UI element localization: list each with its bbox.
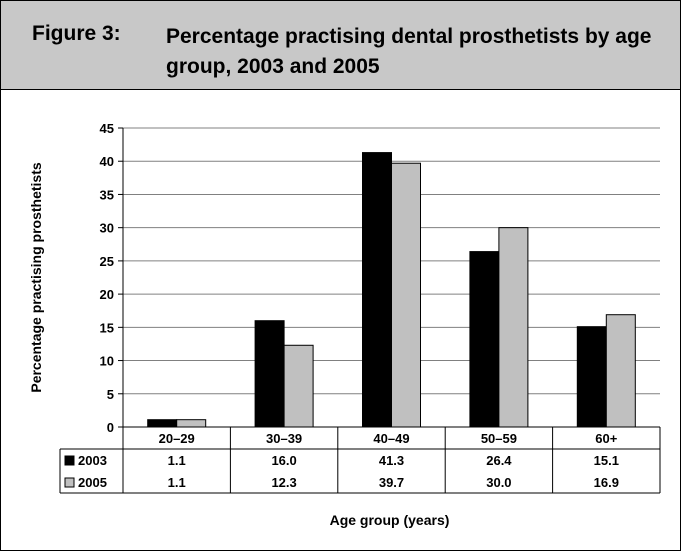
y-tick-label: 40 [100, 154, 114, 169]
bar-2003 [362, 152, 392, 428]
y-tick-label: 10 [100, 354, 114, 369]
table-value: 16.0 [271, 453, 296, 468]
y-tick-label: 20 [100, 287, 114, 302]
legend-label: 2005 [78, 475, 107, 490]
bar-2005 [605, 314, 636, 428]
table-value: 1.1 [168, 453, 186, 468]
x-tick-label: 60+ [595, 431, 617, 446]
y-tick-label: 45 [100, 121, 114, 136]
bar-2003 [469, 251, 500, 428]
y-tick-label: 25 [100, 254, 114, 269]
table-value: 12.3 [271, 475, 296, 490]
bar-2003 [254, 320, 285, 428]
y-tick-label: 30 [100, 221, 114, 236]
bar-2005 [391, 162, 421, 428]
legend-label: 2003 [78, 453, 107, 468]
x-axis-title: Age group (years) [330, 512, 450, 528]
table-value: 15.1 [594, 453, 619, 468]
y-axis-title: Percentage practising prosthetists [28, 162, 44, 393]
y-tick-label: 35 [100, 187, 114, 202]
figure-number: Figure 3: [32, 22, 121, 45]
table-value: 41.3 [379, 453, 404, 468]
bar-2003 [576, 326, 607, 428]
table-value: 1.1 [168, 475, 186, 490]
table-value: 30.0 [486, 475, 511, 490]
figure-header: Figure 3: Percentage practising dental p… [1, 1, 680, 90]
y-tick-label: 5 [107, 387, 114, 402]
bar-2003 [147, 419, 178, 428]
y-tick-label: 15 [100, 320, 114, 335]
figure-title: Percentage practising dental prosthetist… [166, 25, 652, 78]
legend-swatch-2003 [64, 455, 75, 466]
bar-2005 [283, 344, 314, 428]
table-value: 16.9 [594, 475, 619, 490]
legend-swatch-2005 [64, 477, 75, 488]
y-tick-label: 0 [107, 420, 114, 435]
table-value: 26.4 [486, 453, 512, 468]
table-value: 39.7 [379, 475, 404, 490]
x-tick-label: 40–49 [373, 431, 409, 446]
x-tick-label: 20–29 [159, 431, 195, 446]
bar-2005 [498, 227, 529, 428]
bar-2005 [176, 419, 207, 428]
x-tick-label: 30–39 [266, 431, 302, 446]
x-tick-label: 50–59 [481, 431, 517, 446]
